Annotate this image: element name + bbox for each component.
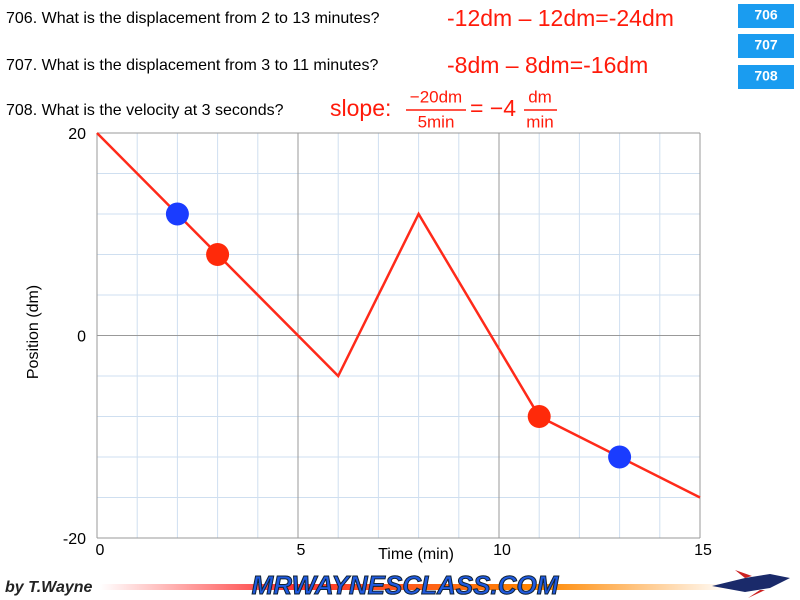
button[interactable]: 708 [738,65,794,89]
question: 708. What is the velocity at 3 seconds? [6,102,284,119]
button[interactable]: 707 [738,34,794,58]
logo: MRWAYNESCLASS.COM [252,570,560,600]
jet-icon [712,574,790,592]
button[interactable]: 706 [738,4,794,28]
x-tick-label: 10 [493,542,511,559]
button-bg[interactable] [738,4,794,28]
y-tick-label: 20 [68,126,86,143]
line [96,132,701,499]
x-tick-label: 15 [694,542,712,559]
question: 706. What is the displacement from 2 to … [6,10,380,27]
unit-denominator: min [526,112,553,131]
x-axis-label: Time (min) [378,546,454,563]
author: by T.Wayne [5,579,93,596]
x-tick-label: 0 [96,542,105,559]
answer: -12dm – 12dm=-24dm [447,5,674,31]
y-tick-label: 0 [77,329,86,346]
question: 707. What is the displacement from 3 to … [6,57,378,74]
fraction-denominator: 5min [418,112,455,131]
answer: -8dm – 8dm=-16dm [447,52,648,78]
jet-wing [735,570,765,598]
y-tick-label: -20 [63,531,86,548]
answer-label: slope: [330,95,391,121]
button-label[interactable]: 707 [754,37,778,53]
point-marker [527,405,551,428]
button-label[interactable]: 706 [754,7,778,23]
point-marker [165,202,189,226]
button-label[interactable]: 708 [754,68,778,84]
unit-numerator: dm [528,87,552,106]
point-marker [206,243,230,266]
answer-result: = −4 [470,95,516,121]
button-bg[interactable] [738,34,794,58]
footer-stripe [100,584,730,590]
point-marker [608,445,632,469]
chart: 0 5 10 15 -20 0 20 [63,126,712,559]
x-tick-label: 5 [297,542,306,559]
y-axis-label: Position (dm) [25,285,42,379]
button-bg[interactable] [738,65,794,89]
fraction-numerator: −20dm [410,87,462,106]
